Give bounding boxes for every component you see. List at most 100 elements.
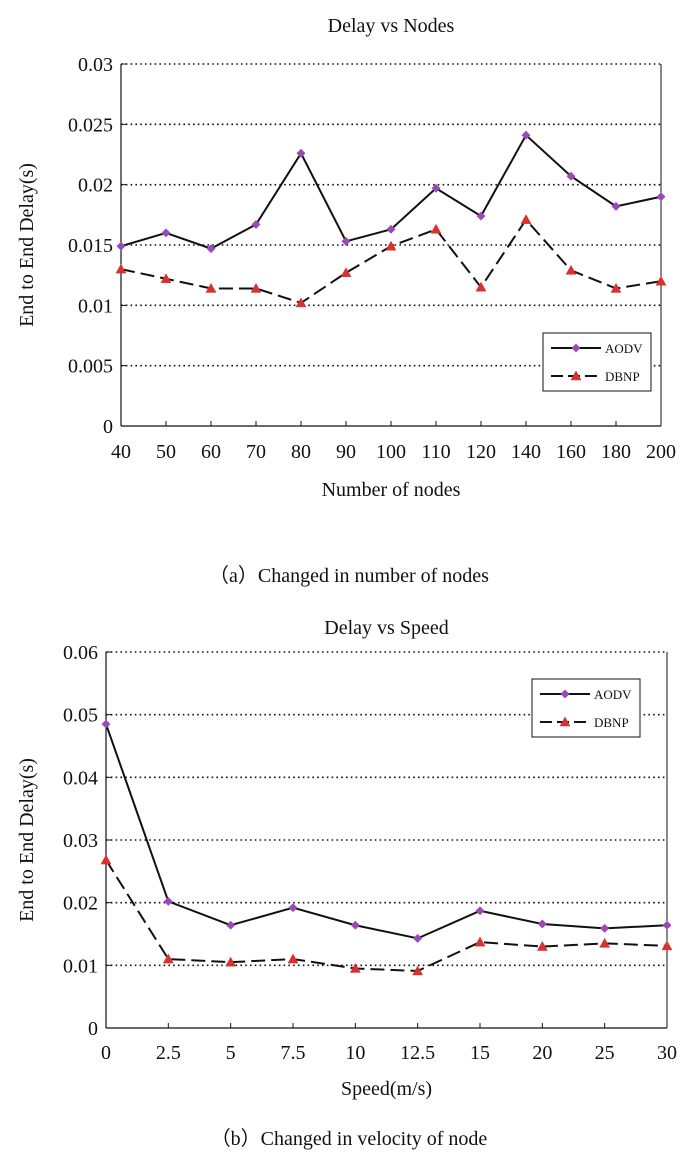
legend-label: AODV <box>594 687 632 702</box>
x-tick-label: 2.5 <box>156 1042 181 1064</box>
x-tick-label: 140 <box>511 441 541 463</box>
data-point <box>655 275 667 286</box>
x-tick-label: 20 <box>532 1042 552 1064</box>
x-tick-label: 70 <box>246 441 266 463</box>
chart-1: Delay vs Nodes 0 0.005 0.01 0.015 0.02 0.025 0.… <box>16 15 676 587</box>
legend-box <box>542 332 652 392</box>
data-point <box>100 854 112 865</box>
data-point <box>116 241 126 251</box>
x-tick-label: 0 <box>101 1042 111 1064</box>
data-point <box>350 920 360 930</box>
data-point <box>430 223 442 234</box>
y-tick-label: 0.02 <box>78 175 113 197</box>
data-point <box>288 903 298 913</box>
data-point <box>475 906 485 916</box>
chart-title: Delay vs Nodes <box>328 15 455 37</box>
data-point <box>566 171 576 181</box>
data-point <box>600 923 610 933</box>
series-aodv <box>116 130 666 254</box>
legend-label: DBNP <box>605 369 640 384</box>
data-point <box>205 282 217 293</box>
x-tick-label: 110 <box>421 441 450 463</box>
x-tick-label: 100 <box>376 441 406 463</box>
y-tick-label: 0.05 <box>63 705 98 727</box>
x-tick-label: 80 <box>291 441 311 463</box>
data-point <box>115 263 127 274</box>
x-tick-label: 7.5 <box>281 1042 306 1064</box>
x-tick-label: 200 <box>646 441 676 463</box>
data-point <box>610 282 622 293</box>
legend: AODV DBNP <box>542 332 652 392</box>
legend: AODV DBNP <box>531 678 641 738</box>
data-point <box>296 148 306 158</box>
y-tick-label: 0 <box>103 416 113 438</box>
figure-caption: （a）Changed in number of nodes <box>209 564 489 587</box>
x-tick-label: 120 <box>466 441 496 463</box>
legend-marker <box>570 370 582 381</box>
x-tick-label: 160 <box>556 441 586 463</box>
data-point <box>386 224 396 234</box>
data-point <box>160 273 172 284</box>
chart-title: Delay vs Speed <box>324 617 448 639</box>
series-line <box>105 723 668 940</box>
data-point <box>662 920 672 930</box>
data-point <box>226 920 236 930</box>
data-point <box>475 281 487 292</box>
data-point <box>163 896 173 906</box>
x-tick-label: 40 <box>111 441 131 463</box>
data-point <box>476 211 486 221</box>
y-tick-label: 0.04 <box>63 767 98 789</box>
legend-marker <box>560 689 570 699</box>
data-point <box>206 244 216 254</box>
chart-2: Delay vs Speed 0 0.01 0.02 0.03 0.04 0.05 0.06 0… <box>16 617 677 1150</box>
x-tick-label: 50 <box>156 441 176 463</box>
x-tick-label: 30 <box>657 1042 677 1064</box>
data-point <box>431 183 441 193</box>
data-point <box>599 937 611 948</box>
data-point <box>656 192 666 202</box>
data-point <box>565 264 577 275</box>
data-point <box>661 940 673 951</box>
data-point <box>349 962 361 973</box>
y-tick-label: 0.025 <box>68 114 113 136</box>
x-tick-label: 12.5 <box>400 1042 435 1064</box>
x-tick-label: 90 <box>336 441 356 463</box>
y-tick-label: 0 <box>88 1018 98 1040</box>
data-point <box>101 719 111 729</box>
legend-label: DBNP <box>594 715 629 730</box>
data-point <box>295 297 307 308</box>
legend-box <box>531 678 641 738</box>
x-tick-label: 10 <box>345 1042 365 1064</box>
y-tick-label: 0.03 <box>78 54 113 76</box>
x-tick-label: 25 <box>595 1042 615 1064</box>
y-tick-label: 0.06 <box>63 642 98 664</box>
data-point <box>521 130 531 140</box>
legend-marker <box>559 716 571 727</box>
figure-caption: （b）Changed in velocity of node <box>211 1127 488 1150</box>
y-tick-label: 0.02 <box>63 893 98 915</box>
data-point <box>537 919 547 929</box>
data-point <box>225 956 237 967</box>
x-axis-label: Speed(m/s) <box>341 1078 432 1100</box>
data-point <box>250 282 262 293</box>
y-tick-label: 0.03 <box>63 830 98 852</box>
data-point <box>412 965 424 976</box>
data-point <box>251 219 261 230</box>
data-point <box>385 240 397 251</box>
x-axis-label: Number of nodes <box>322 479 461 501</box>
series-line <box>105 859 668 972</box>
data-point <box>287 953 299 964</box>
y-tick-label: 0.01 <box>78 295 113 317</box>
data-point <box>341 236 351 246</box>
x-tick-label: 5 <box>226 1042 236 1064</box>
x-tick-label: 15 <box>470 1042 490 1064</box>
y-tick-label: 0.01 <box>63 955 98 977</box>
y-axis-label: End to End Delay(s) <box>16 163 38 327</box>
data-point <box>340 267 352 278</box>
legend-label: AODV <box>605 341 643 356</box>
data-point <box>474 936 486 947</box>
data-point <box>536 941 548 951</box>
data-point <box>161 228 171 238</box>
legend-marker <box>571 343 581 353</box>
